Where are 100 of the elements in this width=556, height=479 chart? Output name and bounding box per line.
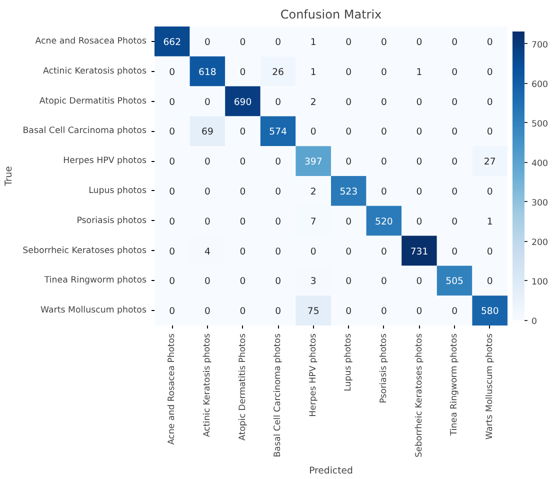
data-label: 0 [452, 306, 458, 318]
data-label: 0 [380, 156, 387, 168]
data-label: 0 [204, 306, 210, 318]
data-label: 0 [275, 156, 282, 168]
data-label: 0 [486, 96, 493, 108]
data-label: 0 [346, 156, 352, 168]
data-label: 3 [310, 276, 316, 288]
color-bar-label: 0 [532, 317, 538, 327]
data-label: 0 [240, 156, 246, 168]
data-label: 0 [275, 36, 282, 48]
data-label: 0 [416, 96, 422, 108]
y-tick-label: Atopic Dermatitis Photos [39, 96, 147, 106]
data-label: 0 [486, 186, 493, 198]
color-bar-label: 400 [532, 158, 548, 169]
y-tick-label: Psoriasis photos [76, 216, 147, 226]
data-label: 0 [169, 156, 176, 168]
data-label: 4 [204, 246, 210, 258]
data-label: 0 [486, 246, 493, 258]
data-label: 0 [452, 126, 458, 138]
data-label: 0 [380, 126, 387, 138]
data-label: 0 [240, 126, 246, 138]
data-label: 505 [446, 276, 464, 288]
data-label: 0 [204, 96, 210, 108]
data-label: 0 [416, 126, 422, 138]
data-label: 0 [346, 216, 352, 228]
x-tick-label: Herpes HPV photos [308, 333, 318, 417]
data-label: 0 [240, 306, 246, 318]
data-label: 0 [275, 246, 282, 258]
data-label: 0 [452, 156, 458, 168]
data-label: 0 [169, 306, 176, 318]
data-label: 0 [240, 216, 246, 228]
x-axis-title: Predicted [309, 465, 353, 476]
data-label: 0 [240, 186, 246, 198]
data-label: 0 [204, 186, 210, 198]
data-label: 0 [380, 276, 387, 288]
data-label: 690 [234, 96, 252, 108]
color-bar-label: 300 [532, 198, 548, 208]
data-label: 0 [416, 306, 422, 318]
data-label: 0 [486, 126, 493, 138]
data-label: 0 [204, 216, 210, 228]
data-label: 0 [169, 276, 176, 288]
data-label: 731 [410, 246, 428, 258]
data-label: 0 [310, 246, 316, 258]
x-tick-label: Basal Cell Carcinoma photos [273, 333, 284, 458]
data-label: 0 [275, 306, 282, 318]
data-label: 0 [346, 306, 352, 318]
data-label: 520 [375, 216, 393, 228]
data-label: 0 [169, 66, 176, 78]
data-label: 0 [275, 96, 282, 108]
y-tick-label: Herpes HPV photos [63, 156, 147, 166]
color-bar-label: 100 [532, 277, 548, 288]
data-label: 618 [198, 66, 216, 78]
data-label: 0 [204, 276, 210, 288]
data-label: 0 [275, 276, 282, 288]
data-label: 0 [310, 126, 316, 138]
data-label: 0 [346, 96, 352, 108]
data-label: 397 [304, 156, 322, 168]
data-label: 1 [416, 66, 422, 78]
data-label: 0 [416, 276, 422, 288]
x-tick-label: Warts Molluscum photos [484, 333, 495, 440]
data-label: 523 [340, 186, 358, 198]
data-label: 1 [486, 216, 493, 228]
chart-title: Confusion Matrix [280, 8, 382, 22]
x-tick-label: Psoriasis photos [378, 333, 389, 404]
data-label: 1 [310, 36, 316, 48]
color-bar-label: 700 [532, 40, 548, 50]
data-label: 0 [380, 186, 387, 198]
data-label: 0 [486, 36, 493, 48]
data-label: 0 [169, 246, 176, 258]
y-tick-label: Seborrheic Keratoses photos [22, 246, 147, 256]
data-label: 0 [452, 66, 458, 78]
color-bar-label: 500 [532, 119, 548, 130]
data-label: 0 [486, 66, 493, 78]
data-label: 0 [240, 276, 246, 288]
y-axis-title: True [4, 166, 15, 187]
x-tick-label: Atopic Dermatitis Photos [238, 333, 248, 441]
data-label: 0 [346, 246, 352, 258]
data-label: 0 [346, 66, 352, 78]
data-label: 26 [272, 66, 284, 78]
data-label: 580 [480, 306, 499, 318]
data-label: 0 [275, 216, 282, 228]
data-label: 0 [486, 276, 493, 288]
data-label: 0 [416, 216, 422, 228]
data-label: 0 [169, 186, 176, 198]
data-label: 0 [169, 96, 176, 108]
data-label: 0 [380, 96, 387, 108]
data-label: 1 [310, 66, 316, 78]
data-label: 0 [204, 36, 210, 48]
y-tick-label: Basal Cell Carcinoma photos [22, 126, 147, 136]
y-tick-label: Tinea Ringworm photos [43, 276, 147, 286]
data-label: 0 [346, 126, 352, 138]
data-label: 0 [416, 186, 422, 198]
data-label: 0 [416, 156, 422, 168]
data-label: 0 [346, 36, 352, 48]
data-label: 0 [380, 36, 387, 48]
data-label: 0 [240, 246, 246, 258]
x-tick-label: Seborrheic Keratoses photos [414, 333, 424, 458]
data-label: 0 [275, 186, 282, 198]
y-tick-label: Acne and Rosacea Photos [35, 36, 147, 46]
data-label: 0 [240, 36, 246, 48]
